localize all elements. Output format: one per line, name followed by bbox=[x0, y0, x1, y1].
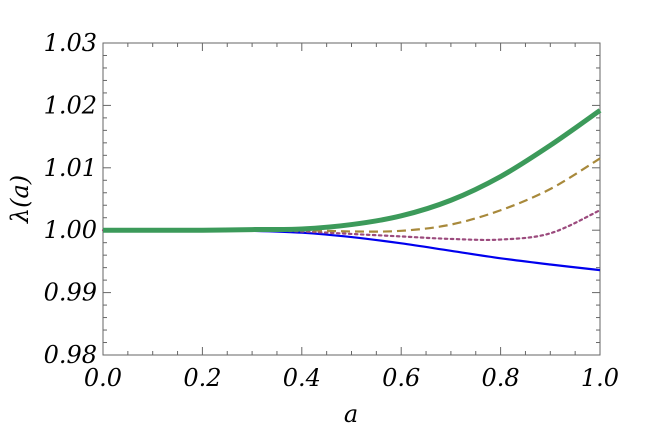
series-line-solid bbox=[103, 229, 601, 272]
y-tick-label: 0.99 bbox=[44, 279, 97, 307]
y-tick-label: 1.00 bbox=[44, 216, 97, 244]
y-axis-label: λ(a) bbox=[6, 175, 34, 224]
y-tick-label: 1.03 bbox=[44, 29, 97, 57]
x-tick-label: 0.6 bbox=[382, 364, 420, 392]
x-tick-label: 0.0 bbox=[84, 364, 122, 392]
axis-tick-labels: 0.0 0.2 0.4 0.6 0.8 1.0 0.98 0.99 1.00 1.01 1.02 1.… bbox=[44, 29, 620, 392]
x-tick-label: 0.4 bbox=[283, 364, 321, 392]
y-tick-label: 1.01 bbox=[44, 154, 97, 182]
axis-ticks bbox=[102, 42, 601, 356]
series-line-dashed bbox=[103, 157, 601, 233]
series-line-thick bbox=[103, 108, 602, 233]
x-tick-label: 1.0 bbox=[581, 364, 619, 392]
plot-frame bbox=[102, 42, 601, 356]
series-lines bbox=[101, 108, 602, 272]
y-tick-label: 0.98 bbox=[44, 341, 97, 369]
x-tick-label: 0.8 bbox=[482, 364, 520, 392]
x-axis-label: a bbox=[344, 400, 358, 428]
y-tick-label: 1.02 bbox=[44, 91, 97, 119]
x-tick-label: 0.2 bbox=[183, 364, 221, 392]
